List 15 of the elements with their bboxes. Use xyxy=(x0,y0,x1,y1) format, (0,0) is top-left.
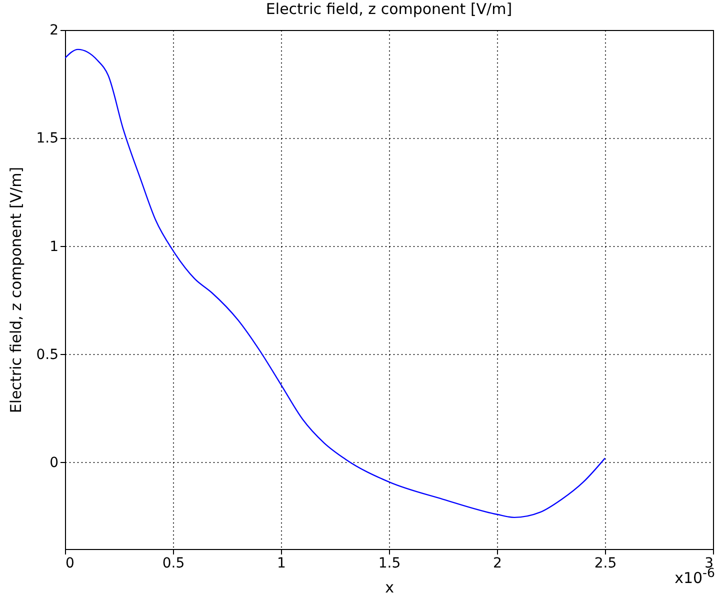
x-tick-label: 2 xyxy=(493,556,502,572)
x-tick-label: 2.5 xyxy=(594,556,617,572)
x-tick-label: 1 xyxy=(277,556,286,572)
x-axis-title: x xyxy=(385,578,394,596)
y-tick-label: 0.5 xyxy=(36,346,58,363)
y-tick-label: 0 xyxy=(50,455,58,471)
x-tick-label: 0 xyxy=(66,556,74,572)
y-axis-title: Electric field, z component [V/m] xyxy=(7,166,26,414)
x-tick-label: 1.5 xyxy=(378,556,401,572)
y-tick-label: 2 xyxy=(50,22,58,38)
chart-title: Electric field, z component [V/m] xyxy=(266,0,512,18)
y-tick-label: 1 xyxy=(50,238,58,255)
line-series xyxy=(65,48,606,518)
x-tick-label: 0.5 xyxy=(162,556,185,572)
y-tick-label: 1.5 xyxy=(36,130,58,147)
